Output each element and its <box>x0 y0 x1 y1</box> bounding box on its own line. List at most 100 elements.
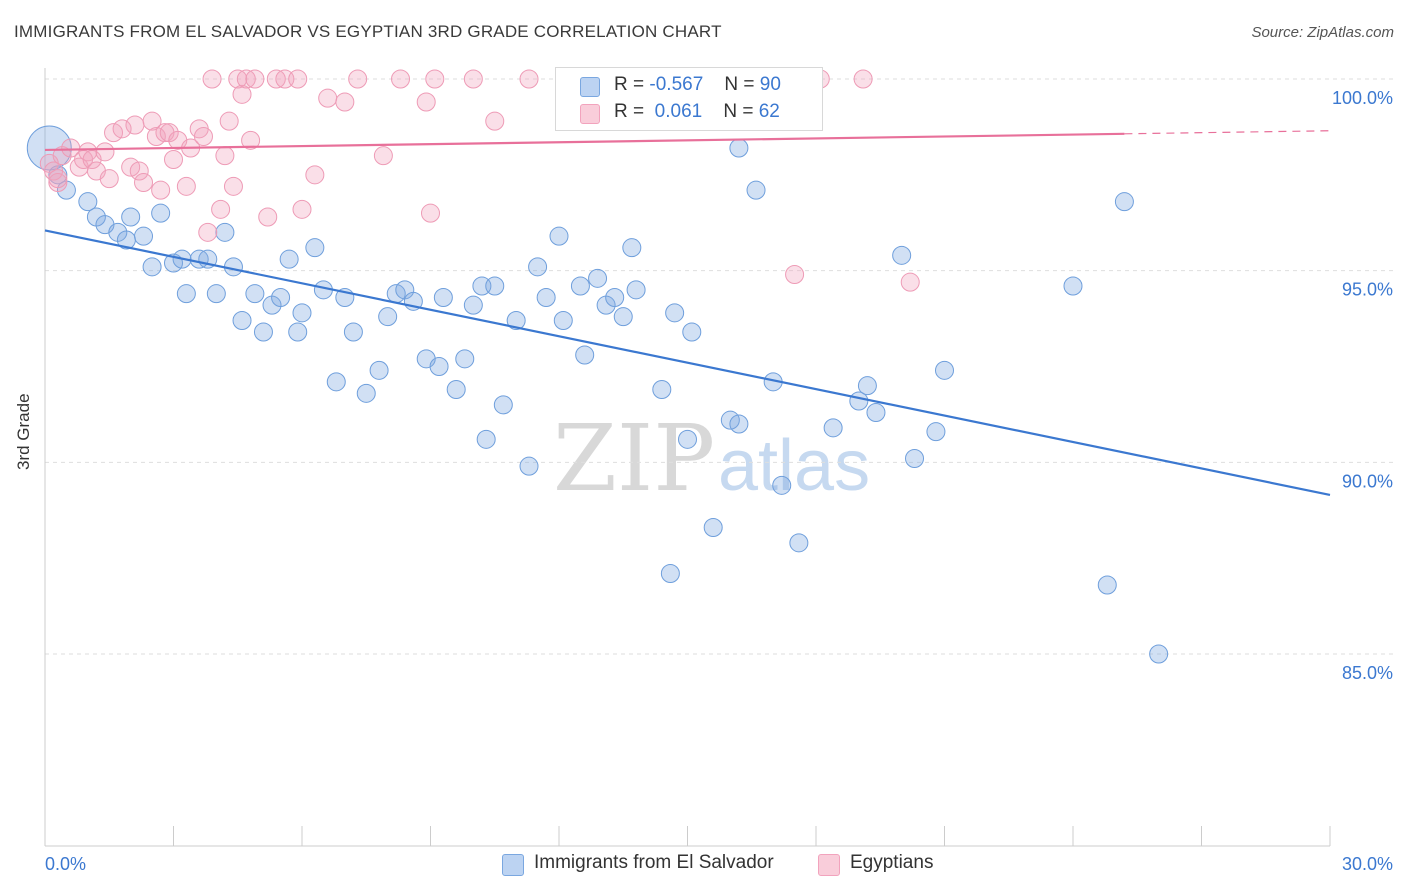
y-tick-label: 85.0% <box>1342 663 1393 683</box>
point-el-salvador <box>463 295 483 315</box>
point-egyptians <box>125 115 145 135</box>
point-egyptians <box>292 199 312 219</box>
point-el-salvador <box>665 303 685 323</box>
x-tick-label: 0.0% <box>45 854 86 874</box>
point-egyptians <box>202 69 222 89</box>
x-tick-label: 30.0% <box>1342 854 1393 874</box>
point-el-salvador <box>253 322 273 342</box>
point-egyptians <box>215 146 235 166</box>
point-el-salvador <box>493 395 513 415</box>
point-egyptians <box>142 111 162 131</box>
legend-r-value: 0.061 <box>649 101 703 122</box>
point-el-salvador <box>660 564 680 583</box>
point-el-salvador <box>935 360 954 380</box>
point-el-salvador <box>446 380 466 399</box>
legend-swatch-el-salvador <box>580 77 600 97</box>
point-egyptians <box>416 92 436 112</box>
point-egyptians <box>245 69 265 89</box>
point-el-salvador <box>506 311 526 330</box>
point-el-salvador <box>746 180 766 200</box>
trendline-el-salvador <box>44 229 1331 496</box>
point-egyptians <box>232 84 252 104</box>
point-egyptians <box>219 111 239 131</box>
point-egyptians <box>151 180 171 200</box>
point-egyptians <box>348 69 368 89</box>
point-el-salvador <box>142 257 162 277</box>
point-egyptians <box>134 173 154 192</box>
point-el-salvador <box>553 311 573 330</box>
watermark-zip: ZIP <box>553 405 715 512</box>
point-el-salvador <box>626 280 646 300</box>
point-egyptians <box>241 130 261 150</box>
point-egyptians <box>211 199 231 219</box>
point-el-salvador <box>78 192 98 212</box>
point-egyptians <box>335 92 355 112</box>
point-el-salvador <box>1097 575 1117 595</box>
correlation-legend: R = -0.567 N = 90 R = 0.061 N = 62 <box>555 67 823 131</box>
point-el-salvador <box>455 349 475 369</box>
point-el-salvador <box>866 403 886 422</box>
chart-title: IMMIGRANTS FROM EL SALVADOR VS EGYPTIAN … <box>14 22 722 41</box>
point-el-salvador <box>652 380 672 399</box>
point-egyptians <box>176 176 196 196</box>
point-egyptians <box>519 69 539 89</box>
point-el-salvador <box>476 429 496 449</box>
point-egyptians <box>258 207 278 227</box>
point-egyptians <box>305 165 325 185</box>
point-el-salvador <box>682 322 702 342</box>
point-el-salvador <box>575 345 595 365</box>
y-tick-label: 95.0% <box>1342 280 1393 300</box>
point-el-salvador <box>729 414 749 434</box>
source-credit: Source: ZipAtlas.com <box>1251 24 1394 41</box>
point-egyptians <box>129 161 149 181</box>
point-el-salvador <box>245 284 265 304</box>
point-el-salvador <box>823 418 843 438</box>
point-el-salvador <box>343 322 363 342</box>
point-el-salvador <box>605 288 625 307</box>
point-egyptians <box>373 146 393 166</box>
point-el-salvador <box>1149 644 1169 664</box>
point-el-salvador <box>1063 276 1083 296</box>
bottom-legend-swatch-el-salvador <box>502 854 524 876</box>
trendline-egyptians-extension <box>1124 130 1331 135</box>
legend-r-value: -0.567 <box>649 74 704 95</box>
point-egyptians <box>288 69 308 89</box>
point-el-salvador <box>857 376 877 396</box>
point-el-salvador <box>369 360 389 380</box>
point-egyptians <box>198 222 218 242</box>
point-el-salvador <box>892 245 912 265</box>
point-el-salvador <box>1114 192 1134 212</box>
point-el-salvador <box>271 288 291 307</box>
point-el-salvador <box>151 203 171 223</box>
point-el-salvador <box>26 125 72 171</box>
point-el-salvador <box>926 422 946 442</box>
point-el-salvador <box>326 372 346 392</box>
point-egyptians <box>900 272 920 292</box>
point-egyptians <box>785 265 805 284</box>
point-egyptians <box>485 111 505 131</box>
point-egyptians <box>421 203 440 223</box>
point-egyptians <box>193 127 213 146</box>
point-el-salvador <box>206 284 226 304</box>
point-egyptians <box>164 150 183 169</box>
bottom-legend-swatch-egyptians <box>818 854 840 876</box>
point-el-salvador <box>729 138 749 158</box>
point-el-salvador <box>570 276 590 296</box>
point-egyptians <box>112 119 132 139</box>
point-el-salvador <box>215 222 235 242</box>
point-egyptians <box>223 176 243 196</box>
point-el-salvador <box>789 533 809 553</box>
bottom-legend-label: Egyptians <box>850 852 934 873</box>
point-el-salvador <box>905 449 925 468</box>
point-el-salvador <box>613 307 633 327</box>
point-el-salvador <box>622 238 642 258</box>
legend-n-value: 62 <box>758 101 780 122</box>
point-el-salvador <box>176 284 196 304</box>
point-egyptians <box>463 69 483 89</box>
point-egyptians <box>425 69 445 89</box>
point-el-salvador <box>703 518 723 537</box>
point-el-salvador <box>528 257 548 277</box>
y-axis-label: 3rd Grade <box>14 393 33 470</box>
point-egyptians <box>391 69 411 89</box>
